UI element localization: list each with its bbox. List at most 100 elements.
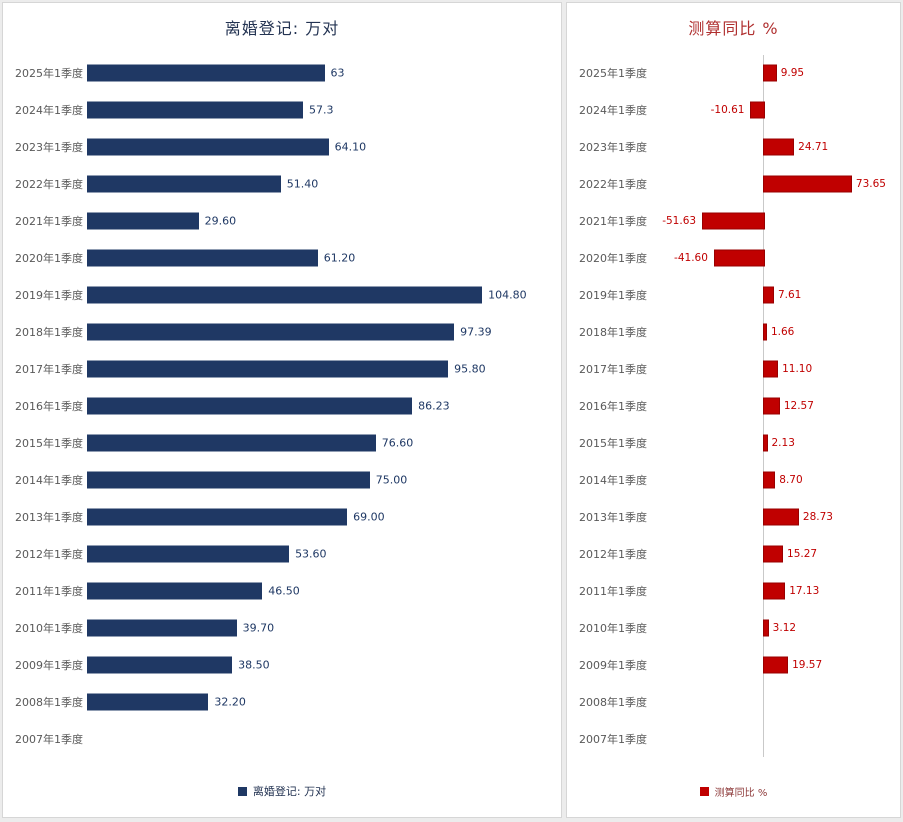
bar <box>750 101 765 119</box>
plot-area: 24.71 <box>651 129 892 166</box>
left-chart-rows: 2025年1季度 63 2024年1季度 57.3 2023年1季度 64.10 2022年… <box>11 55 553 757</box>
category-label: 2022年1季度 <box>15 178 83 192</box>
category-label: 2017年1季度 <box>579 363 647 377</box>
value-label: -41.60 <box>674 252 708 265</box>
value-label: 53.60 <box>295 547 327 561</box>
chart-row: 2022年1季度 73.65 <box>575 166 892 203</box>
plot-area: 39.70 <box>87 609 553 646</box>
value-label: 104.80 <box>488 288 527 302</box>
bar <box>87 545 290 563</box>
chart-row: 2019年1季度 104.80 <box>11 277 553 314</box>
category-label: 2012年1季度 <box>15 547 83 561</box>
bar <box>763 508 799 526</box>
plot-area: 69.00 <box>87 498 553 535</box>
bar <box>763 397 780 415</box>
chart-row: 2019年1季度 7.61 <box>575 277 892 314</box>
bar <box>763 64 777 82</box>
category-label: 2011年1季度 <box>579 584 647 598</box>
value-label: 3.12 <box>772 621 797 634</box>
bar <box>87 582 263 600</box>
value-label: 51.40 <box>286 177 319 191</box>
left-chart-legend: 离婚登记: 万对 <box>3 783 561 799</box>
chart-row: 2008年1季度 <box>575 683 892 720</box>
bar <box>763 286 774 304</box>
legend-label: 测算同比 % <box>714 788 768 799</box>
chart-row: 2007年1季度 <box>11 720 553 757</box>
right-chart-panel: 测算同比 % 2025年1季度 9.95 2024年1季度 -10.61 2023年1季… <box>566 2 901 818</box>
bar <box>87 212 199 230</box>
category-label: 2023年1季度 <box>579 141 647 155</box>
value-label: 57.3 <box>309 103 334 117</box>
value-label: 2.13 <box>771 437 795 449</box>
chart-row: 2017年1季度 11.10 <box>575 351 892 388</box>
category-label: 2007年1季度 <box>579 732 647 746</box>
bar <box>763 138 795 156</box>
plot-area: 2.13 <box>651 425 892 462</box>
legend-label: 离婚登记: 万对 <box>252 785 327 798</box>
value-label: 97.39 <box>460 325 492 339</box>
category-label: 2019年1季度 <box>579 289 647 303</box>
plot-area: 9.95 <box>651 55 892 92</box>
chart-row: 2009年1季度 19.57 <box>575 646 892 683</box>
plot-area: 53.60 <box>87 535 553 572</box>
value-label: 11.10 <box>782 363 813 376</box>
chart-row: 2016年1季度 86.23 <box>11 388 553 425</box>
category-label: 2012年1季度 <box>579 547 647 561</box>
plot-area: 97.39 <box>87 314 553 351</box>
plot-area: 64.10 <box>87 129 553 166</box>
plot-area <box>87 720 553 757</box>
value-label: 38.50 <box>238 658 270 672</box>
plot-area <box>651 720 892 757</box>
bar <box>87 175 281 193</box>
plot-area: 61.20 <box>87 240 553 277</box>
plot-area: 76.60 <box>87 425 553 462</box>
value-label: 73.65 <box>855 178 886 191</box>
chart-row: 2015年1季度 2.13 <box>575 425 892 462</box>
chart-row: 2013年1季度 28.73 <box>575 498 892 535</box>
category-label: 2008年1季度 <box>15 695 83 709</box>
chart-row: 2014年1季度 75.00 <box>11 461 553 498</box>
left-chart-title: 离婚登记: 万对 <box>224 19 340 38</box>
bar <box>763 434 768 452</box>
value-label: 32.20 <box>214 695 246 709</box>
value-label: 76.60 <box>381 436 414 450</box>
plot-area: 15.27 <box>651 535 892 572</box>
plot-area: -10.61 <box>651 92 892 129</box>
value-label: -10.61 <box>710 104 745 117</box>
plot-area: 29.60 <box>87 203 553 240</box>
category-label: 2010年1季度 <box>15 621 83 635</box>
chart-row: 2012年1季度 15.27 <box>575 535 892 572</box>
plot-area: 75.00 <box>87 461 553 498</box>
chart-row: 2007年1季度 <box>575 720 892 757</box>
bar <box>87 323 455 341</box>
value-label: 12.57 <box>783 400 814 413</box>
plot-area: 46.50 <box>87 572 553 609</box>
bar <box>763 471 776 489</box>
category-label: 2018年1季度 <box>579 326 647 340</box>
bar <box>87 286 483 304</box>
chart-row: 2021年1季度 -51.63 <box>575 203 892 240</box>
chart-row: 2023年1季度 24.71 <box>575 129 892 166</box>
chart-row: 2017年1季度 95.80 <box>11 351 553 388</box>
bar <box>87 656 233 674</box>
category-label: 2013年1季度 <box>15 510 83 524</box>
left-chart-panel: 离婚登记: 万对 2025年1季度 63 2024年1季度 57.3 2023年1季度 6… <box>2 2 562 818</box>
value-label: 46.50 <box>268 584 300 598</box>
plot-area: -41.60 <box>651 240 892 277</box>
category-label: 2016年1季度 <box>15 400 83 414</box>
plot-area: 63 <box>87 55 553 92</box>
chart-row: 2020年1季度 61.20 <box>11 240 553 277</box>
bar <box>763 619 769 637</box>
chart-row: 2010年1季度 39.70 <box>11 609 553 646</box>
value-label: 29.60 <box>204 214 237 228</box>
chart-row: 2021年1季度 29.60 <box>11 203 553 240</box>
bar <box>87 619 237 637</box>
bar <box>87 471 370 489</box>
chart-row: 2023年1季度 64.10 <box>11 129 553 166</box>
chart-row: 2024年1季度 -10.61 <box>575 92 892 129</box>
plot-area: 32.20 <box>87 683 553 720</box>
category-label: 2020年1季度 <box>15 252 83 266</box>
bar <box>763 656 789 674</box>
bar <box>87 138 329 156</box>
category-label: 2018年1季度 <box>15 326 83 340</box>
